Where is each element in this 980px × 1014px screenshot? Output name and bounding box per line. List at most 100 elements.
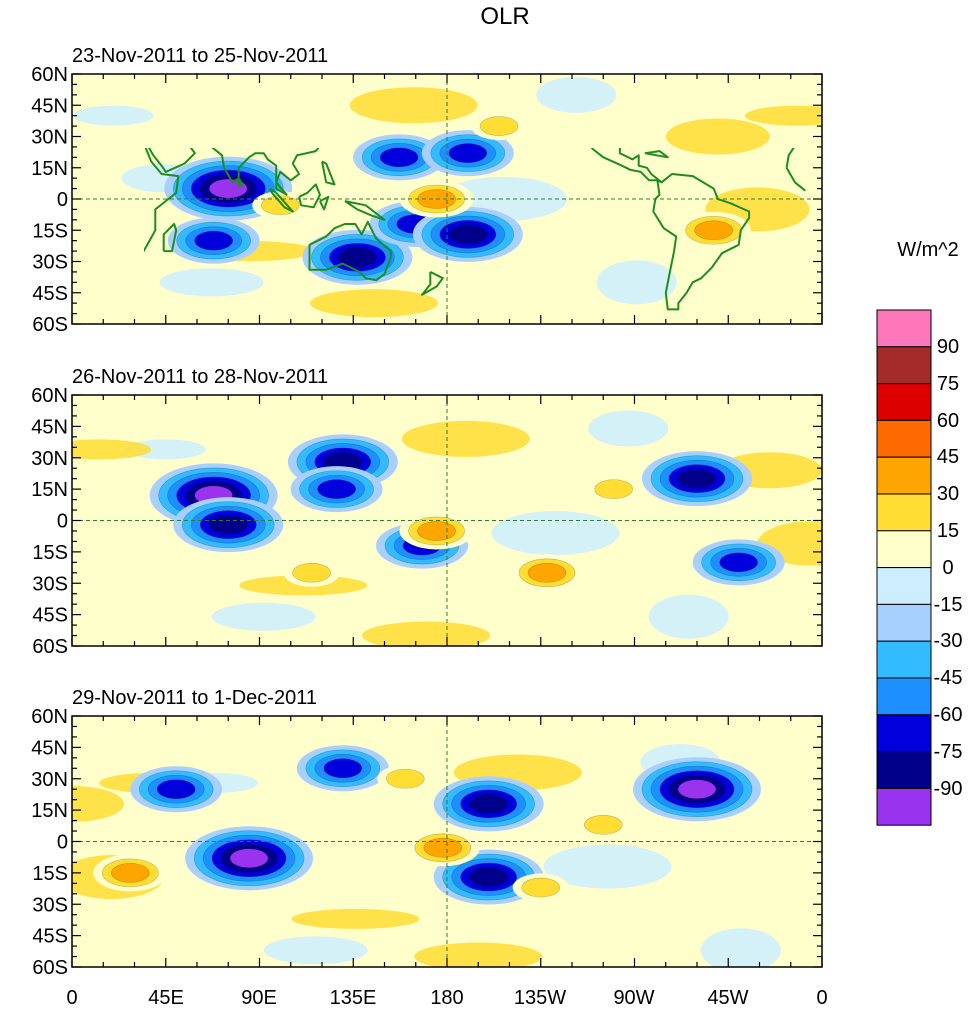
lon-label-360: 0 bbox=[816, 987, 827, 1009]
anomaly-contour bbox=[694, 220, 733, 241]
colorbar-label: 60 bbox=[937, 410, 959, 432]
anomaly-contour bbox=[208, 514, 248, 535]
colorbar-label: 0 bbox=[942, 557, 953, 579]
colorbar-box bbox=[876, 751, 932, 789]
lon-label-90w: 90W bbox=[613, 987, 654, 1009]
anomaly-contour bbox=[527, 562, 567, 583]
lat-label: 15N bbox=[31, 479, 68, 501]
anomaly-contour bbox=[317, 479, 356, 499]
anomaly-contour bbox=[719, 552, 758, 573]
lon-tick-labels: 0 45E 90E 135E 180 135W 90W 45W 0 bbox=[66, 987, 827, 1009]
panel-3-axes: 60N 45N 30N 15N 0 15S 30S 45S 60S bbox=[31, 706, 823, 979]
colorbar-box bbox=[876, 456, 932, 495]
lat-label: 15S bbox=[32, 220, 68, 242]
panel-1-field bbox=[73, 76, 822, 318]
lon-label-45e: 45E bbox=[148, 987, 184, 1009]
colorbar-label: -75 bbox=[934, 741, 963, 763]
colorbar-box bbox=[876, 309, 932, 348]
lat-label: 0 bbox=[57, 189, 68, 211]
panel-1-axes: 60N 45N 30N 15N 0 15S 30S 45S 60S bbox=[31, 64, 823, 336]
field-patch bbox=[536, 76, 617, 113]
colorbar-label: 30 bbox=[937, 483, 959, 505]
anomaly-contour bbox=[583, 814, 623, 835]
field-patch bbox=[491, 511, 620, 556]
lat-label: 60N bbox=[31, 385, 68, 407]
anomaly-contour bbox=[379, 147, 419, 168]
lon-label-90e: 90E bbox=[241, 987, 277, 1009]
lat-label: 30S bbox=[32, 894, 68, 916]
colorbar-label: 90 bbox=[937, 336, 959, 358]
colorbar-label: 15 bbox=[937, 520, 959, 542]
anomaly-contour bbox=[156, 779, 196, 800]
lon-label-0: 0 bbox=[66, 987, 77, 1009]
anomaly-contour bbox=[194, 230, 233, 251]
colorbar-boxes bbox=[876, 309, 932, 826]
anomaly-contour bbox=[469, 794, 508, 814]
colorbar-box bbox=[876, 714, 932, 753]
anomaly-contour bbox=[448, 224, 488, 245]
lat-label: 30S bbox=[32, 573, 68, 595]
colorbar-box bbox=[876, 530, 932, 569]
anomaly-contour bbox=[594, 479, 633, 499]
field-patch bbox=[310, 289, 439, 318]
lat-label: 30N bbox=[31, 448, 68, 470]
field-patch bbox=[72, 439, 152, 460]
panel-3-field bbox=[72, 744, 781, 967]
field-patch bbox=[349, 87, 478, 124]
field-patch bbox=[745, 105, 822, 126]
field-patch bbox=[588, 410, 669, 447]
lon-label-135w: 135W bbox=[514, 987, 566, 1009]
anomaly-contour bbox=[448, 143, 488, 163]
colorbar-label: 75 bbox=[937, 373, 959, 395]
panel-1: 23-Nov-2011 to 25-Nov-2011 60N 45N 30N 15N 0… bbox=[31, 45, 823, 336]
anomaly-contour bbox=[229, 848, 269, 869]
colorbar-label: -15 bbox=[934, 594, 963, 616]
field-patch bbox=[263, 936, 368, 965]
field-patch bbox=[72, 785, 124, 822]
anomaly-contour bbox=[111, 863, 150, 883]
panel-1-period: 23-Nov-2011 to 25-Nov-2011 bbox=[72, 45, 328, 67]
panel-2-period: 26-Nov-2011 to 28-Nov-2011 bbox=[72, 366, 328, 388]
panel-1-coastlines bbox=[144, 148, 806, 311]
lat-label: 60S bbox=[32, 314, 68, 336]
field-patch bbox=[125, 439, 206, 460]
lat-label: 30N bbox=[31, 769, 68, 791]
colorbar-box bbox=[876, 493, 932, 532]
field-patch bbox=[291, 908, 420, 929]
lon-label-180: 180 bbox=[430, 987, 463, 1009]
anomaly-contour bbox=[417, 521, 456, 541]
panel-2-field bbox=[72, 410, 822, 646]
panel-2-axes: 60N 45N 30N 15N 0 15S 30S 45S 60S bbox=[31, 385, 823, 658]
field-patch bbox=[159, 268, 264, 297]
panel-3: 29-Nov-2011 to 1-Dec-2011 60N 45N 30N 15N 0 1… bbox=[31, 687, 823, 979]
field-patch bbox=[73, 105, 154, 126]
colorbar-box bbox=[876, 419, 932, 458]
anomaly-contour bbox=[677, 468, 717, 489]
lon-label-135e: 135E bbox=[330, 987, 377, 1009]
colorbar: W/m^2 90 75 60 45 30 15 0 -15 -30 -45 -6… bbox=[876, 239, 963, 826]
field-patch bbox=[596, 260, 677, 305]
field-patch bbox=[362, 621, 491, 646]
lat-label: 30N bbox=[31, 127, 68, 149]
field-patch bbox=[665, 118, 770, 155]
colorbar-label: -60 bbox=[934, 704, 963, 726]
lat-label: 45S bbox=[32, 926, 68, 948]
lat-label: 45N bbox=[31, 737, 68, 759]
lat-label: 45S bbox=[32, 605, 68, 627]
anomaly-contour bbox=[479, 116, 519, 136]
anomaly-contour bbox=[521, 877, 561, 898]
panel-2: 26-Nov-2011 to 28-Nov-2011 60N 45N 30N 15N 0… bbox=[31, 366, 823, 658]
colorbar-box bbox=[876, 640, 932, 679]
field-patch bbox=[648, 594, 729, 639]
lat-label: 45S bbox=[32, 283, 68, 305]
colorbar-units: W/m^2 bbox=[897, 239, 959, 261]
panel-3-period: 29-Nov-2011 to 1-Dec-2011 bbox=[72, 687, 317, 709]
colorbar-label: 45 bbox=[937, 446, 959, 468]
anomaly-contour bbox=[469, 867, 508, 887]
lat-label: 0 bbox=[57, 832, 68, 854]
lat-label: 15S bbox=[32, 863, 68, 885]
lat-label: 60N bbox=[31, 706, 68, 728]
lat-label: 45N bbox=[31, 95, 68, 117]
anomaly-contour bbox=[386, 768, 425, 789]
